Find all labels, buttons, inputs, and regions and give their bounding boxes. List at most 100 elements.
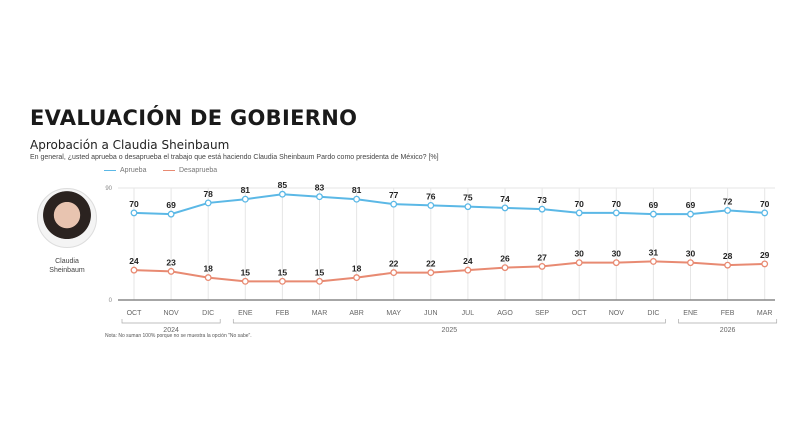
data-label: 81 [352,185,362,195]
data-point [612,259,620,267]
data-label: 70 [129,199,139,209]
series-line-desaprueba [133,260,765,283]
data-point [316,193,323,201]
data-point [427,269,435,277]
x-tick-label: JUL [462,310,475,317]
data-label: 26 [500,254,510,264]
data-label: 74 [500,194,510,204]
data-label: 22 [389,259,399,269]
page-title: EVALUACIÓN DE GOBIERNO [30,106,358,130]
x-tick-label: ENE [683,310,698,317]
y-tick-label: 0 [109,298,113,304]
legend-aprueba: Aprueba [104,167,146,174]
x-tick-label: FEB [721,310,735,317]
data-label: 69 [649,200,659,210]
data-label: 27 [537,252,547,262]
data-label: 28 [723,251,733,261]
series-line-aprueba [133,193,765,216]
data-label: 70 [612,199,622,209]
data-point [761,209,769,217]
data-point [724,206,732,214]
data-point [278,277,286,285]
data-point [390,269,398,277]
data-point [575,209,583,217]
year-label: 2024 [163,327,179,334]
data-point [464,203,472,211]
data-label: 15 [278,267,288,277]
year-bracket [232,319,666,324]
x-tick-label: MAY [386,310,401,317]
x-tick-label: OCT [127,310,143,317]
chart-subtitle: Aprobación a Claudia Sheinbaum [30,138,230,152]
data-point [167,210,175,218]
year-bracket [678,319,778,324]
person-last-name: Sheinbaum [49,267,85,274]
x-tick-label: ENE [238,310,253,317]
data-label: 69 [686,200,696,210]
data-label: 70 [760,199,770,209]
data-point [687,259,694,267]
year-bracket [121,319,221,324]
data-label: 24 [129,256,139,266]
x-tick-label: DIC [647,310,659,317]
data-label: 23 [166,257,176,267]
x-tick-label: AGO [497,310,513,317]
data-point [204,274,212,282]
y-tick-label: 90 [105,186,112,192]
data-point [241,277,249,285]
person-first-name: Claudia [55,258,79,265]
legend-desaprueba: Desaprueba [163,167,217,174]
x-tick-label: ABR [349,310,363,317]
survey-question: En general, ¿usted aprueba o desaprueba … [30,154,439,161]
data-label: 30 [612,249,622,259]
data-point [649,257,657,265]
x-tick-label: SEP [535,310,549,317]
data-label: 70 [574,199,584,209]
data-point [501,204,509,212]
data-label: 18 [203,264,213,274]
year-label: 2026 [720,327,736,334]
data-point [687,210,694,218]
data-point [353,274,361,282]
data-point [316,277,323,285]
data-label: 24 [463,256,473,266]
x-tick-label: MAR [312,310,328,317]
data-point [278,190,286,198]
data-point [353,195,361,203]
data-label: 31 [649,247,659,257]
data-label: 85 [278,180,288,190]
footnote: Nota: No suman 100% porque no se muestra… [105,333,252,339]
data-label: 29 [760,250,770,260]
avatar [37,188,97,248]
data-label: 77 [389,190,399,200]
data-point [538,205,546,213]
data-point [204,199,212,207]
data-point [761,260,769,268]
data-point [427,201,435,209]
x-tick-label: FEB [276,310,290,317]
x-tick-label: NOV [164,310,180,317]
data-label: 73 [537,195,547,205]
data-point [538,262,546,270]
data-label: 15 [315,267,325,277]
data-point [649,210,657,218]
x-tick-label: MAR [757,310,773,317]
data-point [390,200,398,208]
data-label: 83 [315,183,325,193]
year-label: 2025 [442,327,458,334]
data-point [241,195,249,203]
data-point [130,209,138,217]
data-point [130,266,138,274]
x-tick-label: JUN [424,310,438,317]
data-label: 75 [463,193,473,203]
data-label: 30 [574,249,584,259]
data-point [501,264,509,272]
data-label: 30 [686,249,696,259]
data-label: 15 [241,267,251,277]
data-point [575,259,583,267]
x-tick-label: DIC [202,310,214,317]
data-label: 76 [426,191,436,201]
data-label: 72 [723,196,733,206]
data-point [464,266,472,274]
